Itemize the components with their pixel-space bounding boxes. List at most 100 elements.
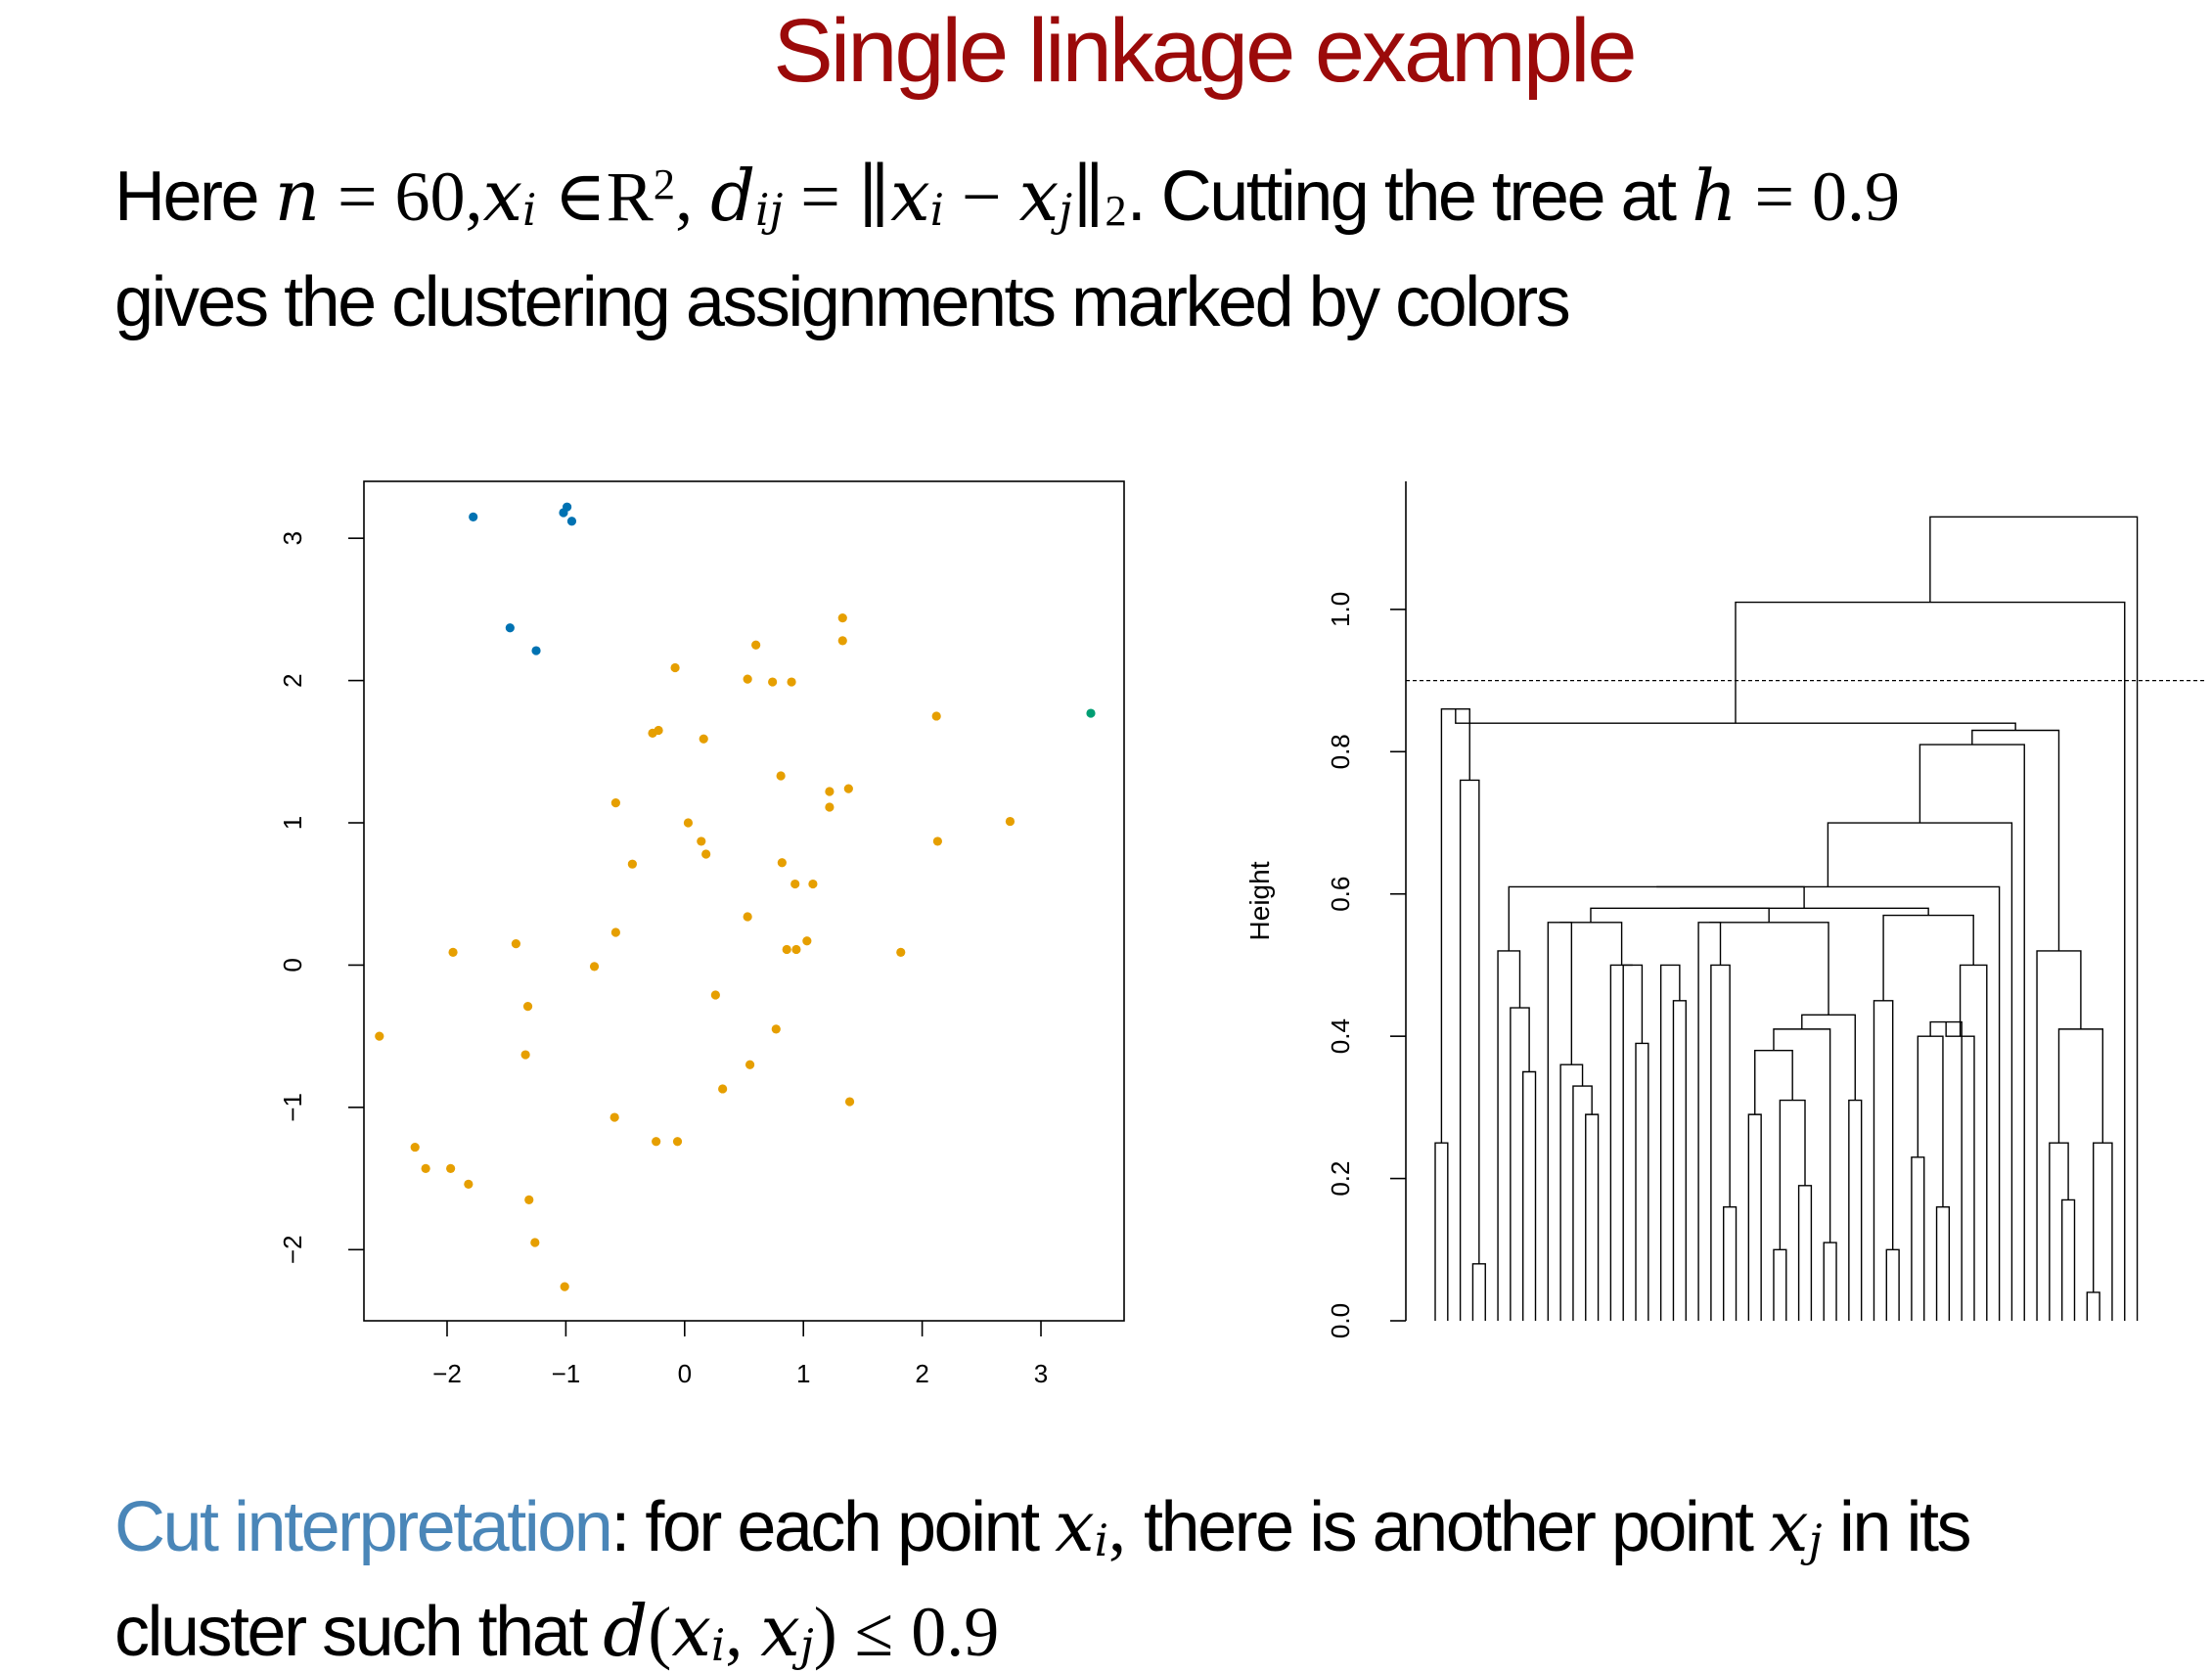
scatter-point [531,646,541,656]
math-xj: x [760,1590,800,1672]
dendrogram-link [1747,1113,1762,1321]
scatter-point [843,784,853,793]
dendrogram-link [1622,964,1644,1321]
scatter-point [710,990,720,1000]
interpretation-text-2: there is another point [1144,1488,1769,1566]
dendrogram-link [1559,922,1623,966]
dendrogram-link [1919,744,2025,1321]
scatter-point [610,927,620,937]
dendrogram-y-tick-label: 0.0 [1326,1303,1355,1338]
dendrogram-link [1672,1000,1687,1321]
math-j-sub: j [1808,1515,1823,1567]
scatter-point [745,1060,755,1069]
dendrogram-link [1510,1007,1530,1321]
math-i-sub: i [710,1620,726,1672]
math-in-r: ∈R [536,158,654,236]
description-line-2: gives the clustering assignments marked … [114,263,1571,341]
scatter-point [1086,708,1096,718]
math-h-eq: = 0.9 [1737,158,1901,236]
math-r-sup: 2 [653,158,676,208]
scatter-point [563,502,572,512]
dendrogram-link [1547,922,1573,1321]
math-i-sub: i [1094,1515,1109,1567]
dendrogram-link [2093,1142,2113,1321]
dendrogram-link [1471,1263,1486,1321]
scatter-point [522,1002,533,1012]
scatter-point [837,636,847,646]
dendrogram-link [1723,1205,1738,1321]
dendrogram-link [1917,1035,1944,1207]
scatter-point [787,677,796,687]
dendrogram-link [1935,1205,1951,1321]
scatter-point [802,936,812,946]
scatter-point [825,802,835,812]
interpretation-line-2: cluster such that d(xi, xj) ≤ 0.9 [114,1590,999,1673]
dendrogram-link [1635,1042,1649,1321]
dendrogram-link [1572,1085,1593,1321]
math-comma: , [675,158,711,236]
dendrogram-link [1710,964,1731,1321]
math-j-sub: j [1059,185,1073,237]
math-h: h [1692,155,1738,237]
scatter-point [524,1195,534,1204]
scatter-point [931,711,941,721]
scatter-point [790,879,800,889]
x-tick-label: 1 [796,1359,810,1388]
dendrogram-link [1773,1028,1831,1243]
scatter-point [560,1282,569,1291]
dendrogram-link [1709,922,1829,1016]
scatter-plot: −2 −1 0 1 2 3 −2 −1 0 1 2 3 [278,480,1125,1388]
dendrogram-link [1440,707,1470,1144]
x-tick-label: 0 [678,1359,692,1388]
y-tick-label: 2 [278,673,307,687]
scatter-point [375,1031,384,1041]
dendrogram-link [1659,964,1681,1321]
math-norm-i: i [929,185,945,237]
math-minus: − [944,158,1019,236]
scatter-point [469,512,478,521]
math-x: x [671,1590,711,1672]
math-comma: , [1108,1488,1145,1566]
scatter-point [652,1137,661,1147]
scatter-point [520,1050,530,1060]
dendrogram-y-tick-label: 0.2 [1326,1160,1355,1196]
interpretation-lead: Cut interpretation [114,1488,613,1566]
dendrogram-y-tick-label: 1.0 [1326,592,1355,627]
dendrogram-link [1827,822,2013,1321]
dendrogram-link [1823,1242,1837,1321]
dendrogram-link [1508,885,1805,951]
text-here: Here [114,158,275,236]
dendrogram-y-tick-label: 0.6 [1326,877,1355,912]
dendrogram-link [1773,1248,1787,1321]
dendrogram-link [2049,1142,2069,1321]
dendrogram-link [1697,922,1722,1321]
y-tick-label: 0 [278,958,307,972]
text-cutting: Cutting the tree at [1160,158,1693,236]
dendrogram-link [1459,779,1480,1321]
y-tick-label: −2 [278,1235,307,1264]
dendrogram-link [1911,1156,1925,1321]
y-tick-label: 3 [278,531,307,545]
scatter-point [589,962,600,972]
math-paren-close: ) [813,1593,837,1671]
scatter-point [837,613,847,623]
math-j-sub: j [799,1620,814,1672]
scatter-point [791,944,801,955]
math-d: d [710,155,756,237]
dendrogram-link [1754,1049,1793,1115]
scatter-point [446,1163,456,1173]
scatter-point [776,771,786,781]
scatter-point [410,1142,420,1153]
scatter-point [566,517,577,526]
scatter-point [751,640,761,650]
scatter-point [808,879,818,889]
math-xj: x [1018,155,1060,237]
dendrogram-y-tick-label: 0.4 [1326,1018,1355,1054]
dendrogram-link [1434,1142,1449,1321]
dendrogram-link [1873,1000,1894,1321]
math-eq: = [319,158,395,236]
dendrogram-y-axis-label: Height [1244,861,1275,940]
dendrogram-link [1801,1014,1856,1101]
scatter-point [654,725,663,736]
